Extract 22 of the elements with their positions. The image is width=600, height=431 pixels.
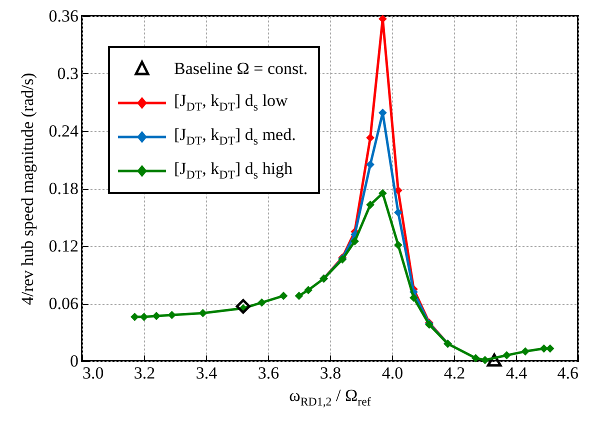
y-tick-label: 0.36 [48,6,78,26]
legend-label: [J$_{DT}$, k$_{DT}$] d$_{s}$ med. [174,125,296,149]
x-tick-label: 4.0 [382,364,404,382]
legend-label: [J$_{DT}$, k$_{DT}$] d$_{s}$ high [174,159,293,183]
x-tick-label: 3.6 [258,364,280,382]
x-axis-title: ω$_{RD1,2}$ / Ω$_{ref}$ [288,386,372,410]
y-axis-title: 4/rev hub speed magnitude (rad/s) [18,72,37,306]
x-tick-label: 4.4 [506,364,528,382]
legend-label: [J$_{DT}$, k$_{DT}$] d$_{s}$ low [174,91,288,115]
y-tick-label: 0.06 [48,294,78,313]
x-tick-label: 3.4 [196,364,218,382]
y-tick-label: 0 [70,352,78,370]
y-tick-label: 0.24 [48,122,79,140]
x-tick-label: 4.2 [444,364,466,382]
x-tick-label: 3.8 [320,364,342,382]
x-tick-label: 3.0 [82,364,104,382]
y-tick-label: 0.18 [48,179,78,198]
x-tick-label: 3.2 [134,364,156,382]
legend-label: Baseline Ω = const. [174,59,308,79]
y-tick-label: 0.3 [57,64,78,83]
y-tick-label: 0.12 [48,236,78,256]
x-tick-label: 4.6 [557,364,578,382]
